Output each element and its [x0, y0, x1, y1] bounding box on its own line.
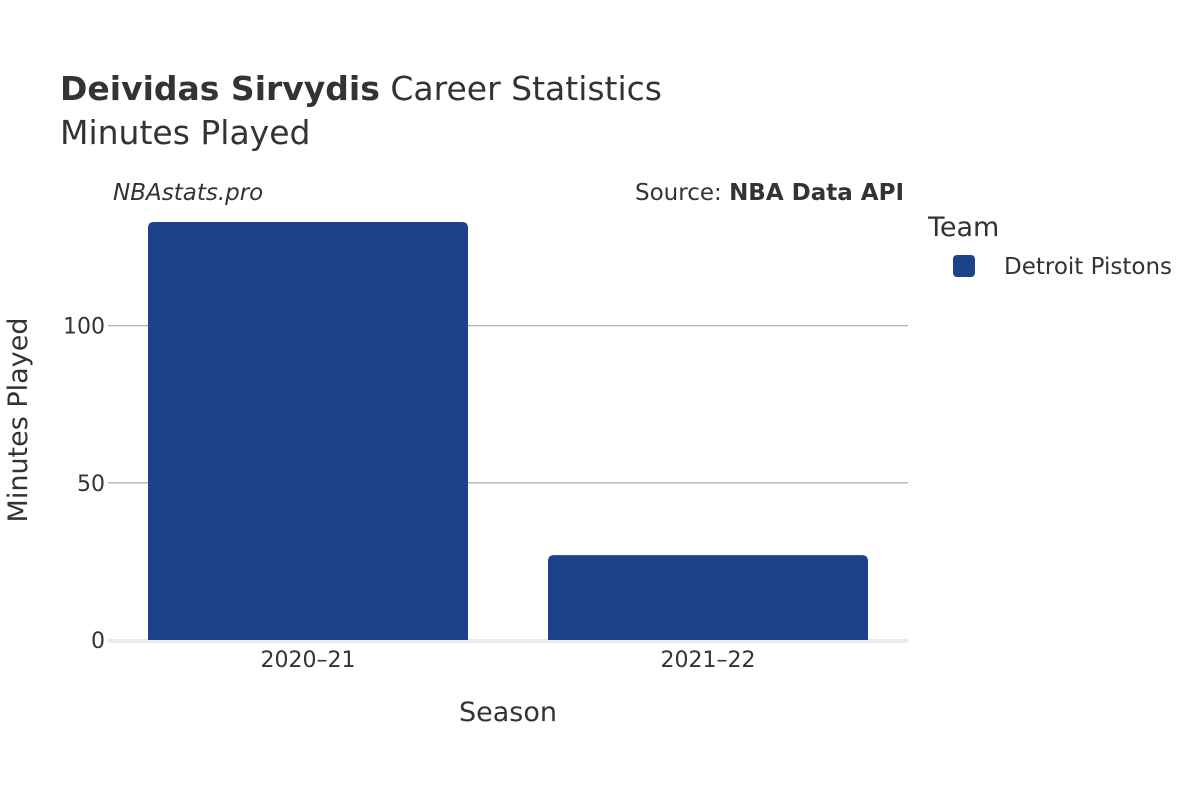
y-axis-ticks: 0 50 100 [63, 315, 105, 654]
bar-2020–21 [148, 222, 468, 640]
chart-subtitle: Minutes Played [60, 113, 310, 152]
y-tick-label: 50 [77, 472, 105, 497]
y-tick-label: 100 [63, 315, 105, 340]
bar-2021–22 [548, 555, 868, 640]
chart-title: Deividas Sirvydis Career Statistics [60, 69, 662, 108]
player-name: Deividas Sirvydis [60, 69, 380, 108]
legend-title: Team [927, 212, 999, 243]
y-axis-title: Minutes Played [3, 318, 34, 523]
legend-swatch [953, 255, 975, 277]
source-name: NBA Data API [729, 180, 904, 206]
source-prefix: Source: [635, 180, 729, 206]
bars [148, 222, 868, 640]
legend-label: Detroit Pistons [1004, 254, 1172, 280]
watermark: NBAstats.pro [113, 180, 263, 206]
legend: Detroit Pistons [953, 254, 1172, 280]
x-axis-title: Season [459, 697, 557, 728]
x-tick-label: 2020–21 [261, 648, 356, 673]
x-axis-ticks: 2020–21 2021–22 [261, 648, 756, 673]
title-suffix: Career Statistics [380, 69, 662, 108]
x-tick-label: 2021–22 [661, 648, 756, 673]
source-credit: Source: NBA Data API [635, 180, 904, 206]
y-tick-label: 0 [91, 629, 105, 654]
